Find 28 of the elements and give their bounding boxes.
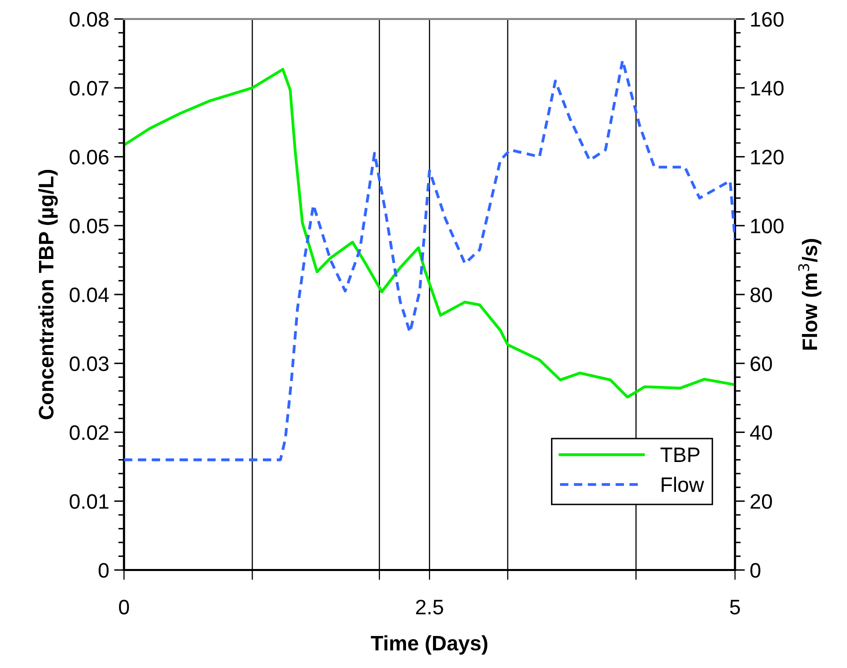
line-series — [124, 58, 735, 462]
line-series — [124, 68, 735, 399]
y-tick-label: 0.03 — [70, 356, 109, 372]
y2-tick-label: 100 — [751, 218, 784, 234]
y-tick-label: 0.08 — [70, 12, 109, 27]
y2-axis-title: Flow (m$^{3}$/s) — [798, 239, 822, 350]
y-tick-label: 0.05 — [70, 218, 109, 234]
y2-tick-label: 120 — [751, 150, 784, 165]
x-axis-title: Time (Days) — [370, 635, 488, 655]
x-tick-label: 5 — [730, 600, 740, 614]
x-tick-label: 0 — [119, 600, 129, 614]
y2-tick-label: 160 — [751, 12, 784, 27]
legend-label: TBP — [660, 448, 700, 462]
y-tick-label: 0.07 — [70, 80, 108, 96]
y2-tick-label: 20 — [750, 494, 772, 509]
y2-tick-label: 80 — [750, 288, 772, 302]
y2-tick-label: 140 — [751, 80, 784, 96]
y-axis-title: Concentration TBP (µg/L) — [38, 170, 58, 420]
y-tick-label: 0.06 — [70, 150, 109, 165]
y-tick-label: 0.01 — [70, 494, 108, 509]
y2-tick-label: 60 — [750, 356, 772, 372]
y-tick-label: 0.02 — [70, 425, 108, 440]
x-tick-label: 2.5 — [416, 600, 444, 614]
y-tick-label: 0 — [98, 563, 109, 578]
legend-label: Flow — [662, 476, 704, 492]
y-tick-label: 0.04 — [70, 288, 109, 302]
y2-tick-label: 40 — [750, 425, 772, 440]
y2-tick-label: 0 — [750, 563, 760, 578]
